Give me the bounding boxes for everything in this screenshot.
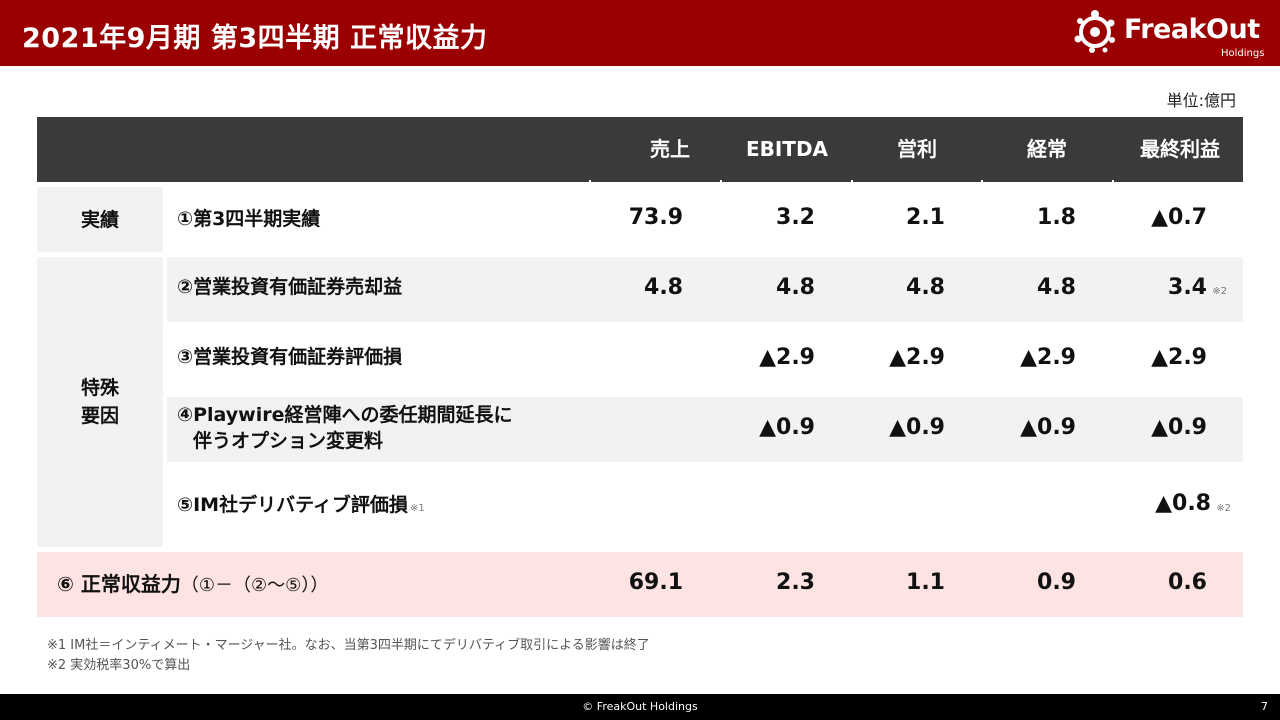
value-ordinary-profit: ▲0.9 <box>1020 415 1076 440</box>
row-label-text: ⑤IM社デリバティブ評価損 <box>177 494 408 516</box>
page-number: 7 <box>1261 700 1268 713</box>
value-sales: 4.8 <box>644 275 683 300</box>
row-label: ①第3四半期実績 <box>177 208 321 230</box>
value-ebitda: ▲2.9 <box>759 345 815 370</box>
table-row-securities-gain: ②営業投資有価証券売却益 4.8 4.8 4.8 4.8 3.4 ※2 <box>167 257 1243 322</box>
row-label: ③営業投資有価証券評価損 <box>177 346 403 368</box>
value-net-profit: ▲0.7 <box>1151 205 1207 230</box>
group-label-special-line2: 要因 <box>80 405 119 427</box>
value-ebitda: ▲0.9 <box>759 415 815 440</box>
logo-name: FreakOut <box>1124 14 1260 45</box>
value-net-profit: ▲0.9 <box>1151 415 1207 440</box>
table-row-securities-loss: ③営業投資有価証券評価損 ▲2.9 ▲2.9 ▲2.9 ▲2.9 <box>167 327 1243 392</box>
footnote-marker: ※2 <box>1212 286 1227 297</box>
value-ordinary-profit: ▲2.9 <box>1020 345 1076 370</box>
value-operating-profit: ▲2.9 <box>889 345 945 370</box>
group-label-actual-text: 実績 <box>80 208 119 231</box>
value-operating-profit: 4.8 <box>906 275 945 300</box>
summary-label: ⑥ 正常収益力（①－（②～⑤）） <box>57 552 328 617</box>
row-label-line2: 伴うオプション変更料 <box>193 430 384 452</box>
freakout-logo: FreakOut Holdings <box>1070 7 1270 61</box>
group-label-actual: 実績 <box>37 187 163 252</box>
logo-subtitle: Holdings <box>1221 48 1265 59</box>
value-sales: 69.1 <box>628 570 683 595</box>
value-net-profit: 3.4 <box>1168 275 1207 300</box>
value-net-profit: ▲0.8 <box>1155 491 1211 516</box>
value-operating-profit: 2.1 <box>906 205 945 230</box>
summary-formula: （①－（②～⑤）） <box>180 575 329 596</box>
value-ebitda: 3.2 <box>776 205 815 230</box>
footnote-marker: ※1 <box>409 503 425 514</box>
table-row-derivative-loss: ⑤IM社デリバティブ評価損 ※1 ▲0.8 ※2 <box>167 467 1243 547</box>
column-header-sales: 売上 <box>650 137 690 161</box>
footnote-2: ※2 実効税率30%で算出 <box>47 658 191 673</box>
header-divider <box>720 180 722 183</box>
value-ordinary-profit: 4.8 <box>1037 275 1076 300</box>
table-header: 売上 EBITDA 営利 経常 最終利益 <box>37 117 1243 183</box>
header-divider <box>1112 180 1114 183</box>
value-ordinary-profit: 0.9 <box>1037 570 1076 595</box>
header-divider <box>851 180 853 183</box>
page-title: 2021年9月期 第3四半期 正常収益力 <box>22 23 488 54</box>
copyright: © FreakOut Holdings <box>582 700 698 713</box>
column-header-net-profit: 最終利益 <box>1140 137 1220 161</box>
header-divider <box>589 180 591 183</box>
summary-label-text: ⑥ 正常収益力 <box>57 572 181 596</box>
value-sales: 73.9 <box>628 205 683 230</box>
value-net-profit: ▲2.9 <box>1151 345 1207 370</box>
header-bar: 2021年9月期 第3四半期 正常収益力 FreakOut Holdings <box>0 0 1280 66</box>
column-header-operating-profit: 営利 <box>897 137 937 161</box>
unit-label: 単位:億円 <box>1166 91 1236 110</box>
value-ordinary-profit: 1.8 <box>1037 205 1076 230</box>
footer-bar: © FreakOut Holdings 7 <box>0 694 1280 720</box>
table-row-q3-actual: ①第3四半期実績 73.9 3.2 2.1 1.8 ▲0.7 <box>167 187 1243 252</box>
footnote-1: ※1 IM社＝インティメート・マージャー社。なお、当第3四半期にてデリバティブ取… <box>47 638 650 653</box>
value-operating-profit: ▲0.9 <box>889 415 945 440</box>
value-ebitda: 4.8 <box>776 275 815 300</box>
column-header-ordinary-profit: 経常 <box>1027 137 1067 161</box>
table-row-normal-earnings: ⑥ 正常収益力（①－（②～⑤）） 69.1 2.3 1.1 0.9 0.6 <box>37 552 1243 617</box>
group-label-special: 特殊 要因 <box>37 257 163 547</box>
value-net-profit: 0.6 <box>1168 570 1207 595</box>
header-divider <box>981 180 983 183</box>
group-label-special-line1: 特殊 <box>80 377 119 399</box>
value-operating-profit: 1.1 <box>906 570 945 595</box>
table-row-option-change-fee: ④Playwire経営陣への委任期間延長に 伴うオプション変更料 ▲0.9 ▲0… <box>167 397 1243 462</box>
row-label: ⑤IM社デリバティブ評価損 ※1 <box>177 491 425 523</box>
column-header-ebitda: EBITDA <box>745 137 829 161</box>
footnote-marker: ※2 <box>1216 503 1231 514</box>
logo-mark-icon <box>1074 10 1115 53</box>
row-label: ②営業投資有価証券売却益 <box>177 276 403 298</box>
value-ebitda: 2.3 <box>776 570 815 595</box>
row-label-line1: ④Playwire経営陣への委任期間延長に <box>177 404 513 426</box>
